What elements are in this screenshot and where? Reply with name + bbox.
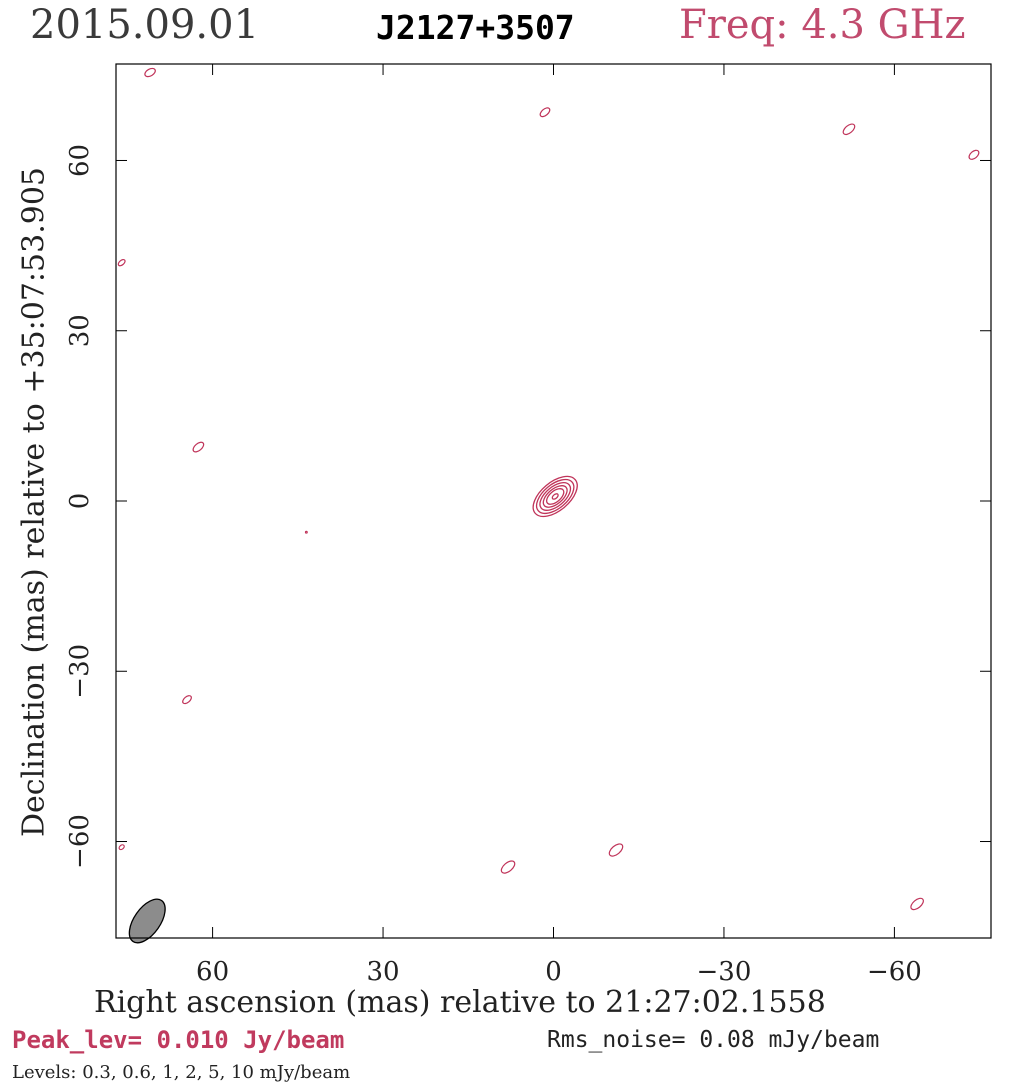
- plot-frame: [115, 63, 992, 939]
- core-contour: [532, 475, 578, 518]
- noise-contour: [192, 441, 205, 453]
- noise-contour: [968, 149, 980, 160]
- noise-contour: [304, 530, 308, 534]
- y-tick-label: 60: [65, 144, 95, 177]
- noise-contour: [539, 107, 551, 118]
- core-contour: [539, 481, 572, 511]
- noise-contour: [182, 695, 192, 705]
- peak-level: Peak_lev= 0.010 Jy/beam: [12, 1026, 345, 1054]
- x-tick-label: 60: [196, 957, 229, 987]
- x-tick-label: −60: [867, 957, 922, 987]
- noise-contour: [118, 844, 125, 851]
- noise-contour: [910, 897, 924, 911]
- x-axis-label: Right ascension (mas) relative to 21:27:…: [94, 985, 826, 1020]
- noise-contour: [144, 67, 156, 78]
- source-name: J2127+3507: [376, 8, 575, 47]
- core-contour: [535, 478, 575, 515]
- beam-ellipse: [128, 898, 166, 944]
- noise-contour: [117, 258, 126, 267]
- contour-levels: Levels: 0.3, 0.6, 1, 2, 5, 10 mJy/beam: [12, 1062, 351, 1083]
- core-contour: [542, 485, 568, 508]
- rms-noise: Rms_noise= 0.08 mJy/beam: [547, 1027, 880, 1053]
- x-tick-label: 30: [366, 957, 399, 987]
- noise-contour: [608, 843, 624, 857]
- frequency-label: Freq: 4.3 GHz: [679, 2, 966, 48]
- y-axis-label: Declination (mas) relative to +35:07:53.…: [16, 166, 52, 838]
- observation-date: 2015.09.01: [30, 2, 260, 48]
- noise-contour: [842, 123, 856, 136]
- y-tick-label: 0: [65, 493, 95, 510]
- noise-contour: [500, 860, 516, 874]
- y-tick-label: −60: [65, 814, 95, 869]
- y-tick-label: 30: [65, 314, 95, 347]
- x-tick-label: 0: [545, 957, 562, 987]
- x-tick-label: −30: [697, 957, 752, 987]
- y-tick-label: −30: [65, 644, 95, 699]
- core-contour: [545, 488, 565, 505]
- core-contour: [551, 493, 559, 500]
